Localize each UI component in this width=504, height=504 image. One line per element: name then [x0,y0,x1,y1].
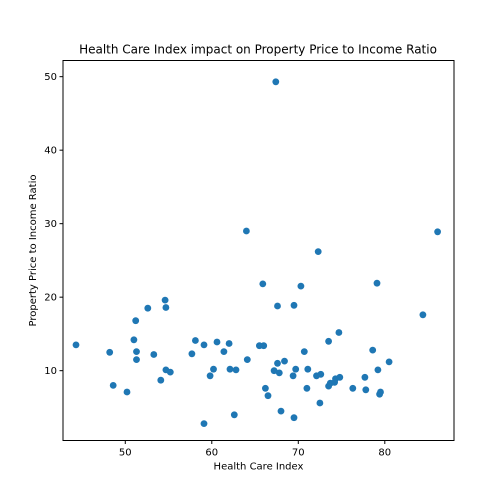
data-point-45 [297,282,305,290]
data-point-50 [314,248,322,256]
data-point-36 [274,302,281,310]
data-point-41 [289,372,297,380]
data-point-44 [292,365,300,373]
data-point-3 [123,388,131,396]
data-point-2 [109,382,117,389]
data-point-40 [281,357,288,365]
data-point-34 [270,367,278,375]
data-point-58 [335,329,343,336]
y-axis-label: Property Price to Income Ratio [28,175,39,327]
data-point-22 [220,348,228,355]
data-point-32 [262,384,269,392]
data-point-37 [274,359,281,367]
data-point-53 [325,337,332,345]
data-point-59 [336,373,344,381]
y-tick-label-20: 20 [44,293,57,304]
data-point-31 [260,342,268,350]
data-point-38 [275,369,283,377]
chart-title: Health Care Index impact on Property Pri… [79,43,437,57]
data-point-69 [419,311,427,319]
y-tick-label-30: 30 [44,219,57,230]
data-point-64 [373,279,381,287]
data-point-70 [434,228,441,236]
data-point-19 [206,372,214,380]
data-point-12 [162,304,170,311]
data-point-30 [259,280,267,288]
data-point-15 [188,350,196,358]
plot-frame [62,60,455,441]
x-tick-label-60: 60 [205,448,218,459]
data-point-24 [226,365,234,373]
data-points [72,78,441,427]
data-point-62 [362,386,370,394]
y-axis-ticks: 10 20 30 40 50 [44,72,63,377]
x-tick-label-80: 80 [378,448,391,459]
data-point-65 [374,366,382,374]
data-point-7 [133,356,140,363]
data-point-63 [369,346,377,354]
data-point-1 [106,348,114,356]
data-point-14 [166,368,174,376]
data-point-6 [133,348,140,355]
x-tick-label-70: 70 [292,448,305,459]
data-point-27 [243,227,250,235]
data-point-23 [225,340,233,347]
data-point-33 [264,392,272,400]
data-point-39 [277,407,285,415]
data-point-67 [377,388,384,396]
data-point-18 [200,420,208,427]
data-point-16 [192,337,199,344]
data-point-28 [243,356,251,363]
data-point-61 [361,373,369,381]
data-point-5 [132,317,140,325]
x-axis-ticks: 50 60 70 80 [119,440,391,459]
data-point-35 [272,78,280,86]
data-point-25 [230,411,238,419]
data-point-52 [317,370,325,378]
y-tick-label-10: 10 [44,366,57,377]
data-point-17 [200,341,208,349]
data-point-11 [161,296,169,304]
data-point-60 [349,384,357,392]
x-axis-label: Health Care Index [214,462,304,473]
data-point-26 [232,366,240,374]
data-point-46 [300,348,308,355]
data-point-21 [213,338,221,346]
data-point-48 [304,365,312,373]
data-point-10 [157,376,165,384]
data-point-8 [144,304,152,312]
data-point-20 [210,365,217,373]
data-point-43 [290,414,298,422]
y-tick-label-50: 50 [44,72,57,83]
x-tick-label-50: 50 [119,448,132,459]
data-point-0 [72,341,80,349]
data-point-68 [385,358,393,366]
data-point-42 [290,301,298,309]
data-point-51 [316,399,324,407]
data-point-4 [130,336,138,344]
y-tick-label-40: 40 [44,146,57,157]
data-point-47 [303,384,311,392]
data-point-9 [150,351,158,358]
